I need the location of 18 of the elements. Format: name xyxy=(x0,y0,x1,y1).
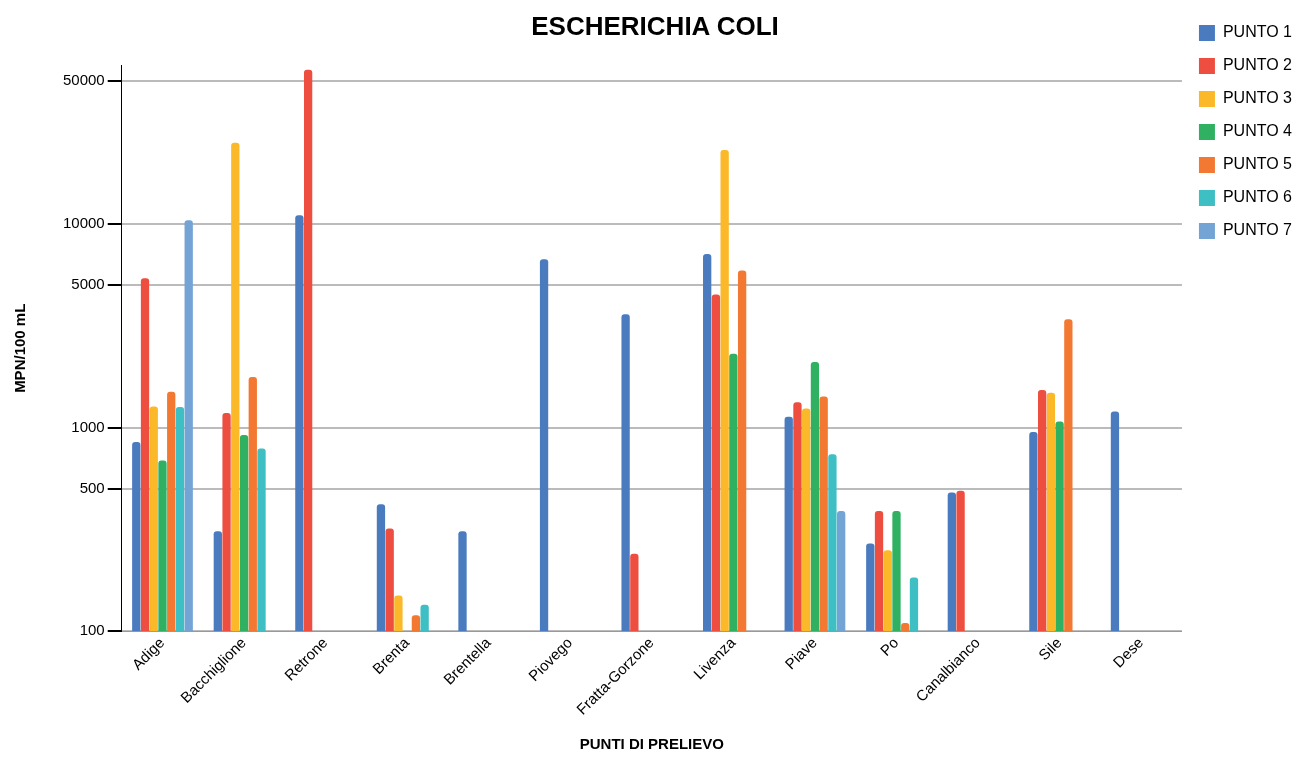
x-tick-label: Sile xyxy=(1034,633,1065,664)
x-tick-label: Po xyxy=(876,633,902,659)
legend-label: PUNTO 2 xyxy=(1222,56,1293,74)
legend-label: PUNTO 4 xyxy=(1222,122,1293,140)
y-axis-title: MPN/100 mL xyxy=(11,303,29,393)
x-axis-title: PUNTI DI PRELIEVO xyxy=(579,735,725,753)
y-tick-label: 5000 xyxy=(71,275,105,293)
y-tick-label: 10000 xyxy=(62,213,105,231)
legend-label: PUNTO 5 xyxy=(1222,155,1293,173)
legend-label: PUNTO 3 xyxy=(1222,89,1293,107)
legend-label: PUNTO 6 xyxy=(1222,188,1293,206)
chart-title: ESCHERICHIA COLI xyxy=(531,10,779,41)
legend-label: PUNTO 7 xyxy=(1222,221,1293,239)
y-tick-label: 500 xyxy=(79,479,105,497)
y-tick-label: 50000 xyxy=(62,71,105,89)
legend-label: PUNTO 1 xyxy=(1222,23,1293,41)
y-tick-label: 100 xyxy=(79,621,105,639)
y-tick-label: 1000 xyxy=(71,417,105,435)
